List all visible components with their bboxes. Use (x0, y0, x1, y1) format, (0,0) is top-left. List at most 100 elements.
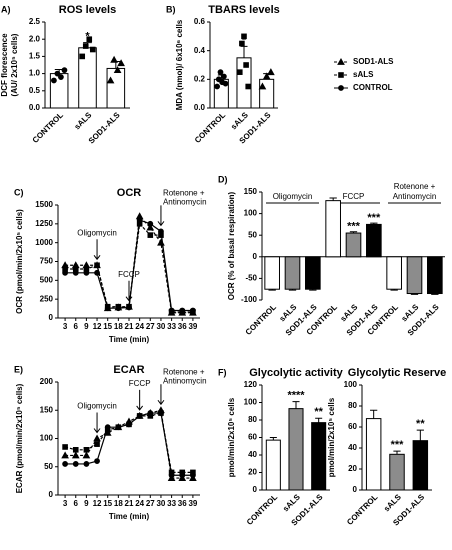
y-tick-label: 60 (348, 422, 357, 431)
significance: **** (287, 390, 305, 402)
data-point (236, 69, 243, 75)
point (126, 421, 132, 428)
error-bar (431, 293, 439, 295)
y-tick-label: 2.5 (29, 17, 41, 26)
point (94, 441, 100, 447)
y-tick-label: 40 (248, 450, 257, 459)
annotation: Antinomycin (163, 197, 207, 206)
point (61, 451, 69, 459)
error-bar (288, 289, 297, 291)
point (72, 269, 79, 276)
x-tick-label: CONTROL (193, 110, 227, 144)
arrow (157, 384, 165, 406)
point (115, 424, 122, 431)
y-tick-label: 1.0 (29, 69, 41, 78)
bar (365, 418, 382, 491)
point (158, 410, 164, 416)
arrow (93, 412, 101, 434)
y-axis-label: (AU/ 2x10⁵ cells) (10, 33, 19, 96)
y-tick-label: 0 (49, 490, 54, 499)
data-point (113, 66, 122, 74)
data-point (50, 77, 57, 84)
data-point (89, 46, 96, 53)
y-tick-label: 1.5 (29, 52, 41, 61)
x-tick-label: 39 (188, 499, 197, 508)
x-tick-label: CONTROL (345, 492, 379, 526)
y-axis-label: MDA (nmol)/ 6x10⁶ cells (175, 19, 184, 110)
x-tick-label: 30 (156, 322, 165, 331)
x-tick-label: 21 (125, 499, 134, 508)
bar (406, 256, 423, 295)
point (82, 451, 91, 459)
y-tick-label: 150 (244, 187, 258, 196)
x-tick-label: 12 (93, 499, 102, 508)
data-point (82, 43, 89, 49)
point (83, 461, 90, 467)
bar (366, 223, 382, 258)
point (190, 307, 196, 314)
x-tick-label: 18 (114, 322, 123, 331)
data-point (220, 73, 227, 80)
data-point (241, 33, 247, 40)
x-tick-label: 39 (188, 322, 197, 331)
error-bar (370, 409, 378, 419)
arrow (125, 280, 133, 302)
data-point (79, 53, 86, 60)
x-tick-label: sALS (73, 110, 94, 131)
significance: *** (391, 439, 405, 451)
x-axis-label: Time (min) (109, 512, 150, 521)
x-tick-label: 15 (103, 322, 112, 331)
y-tick-label: 100 (344, 380, 358, 389)
panel-label: B) (166, 4, 176, 14)
bar (284, 256, 301, 290)
y-tick-label: 50 (248, 230, 257, 239)
significance: ** (416, 418, 425, 430)
y-tick-label: 120 (244, 380, 258, 389)
y-tick-label: 60 (248, 433, 257, 442)
x-tick-label: 36 (178, 499, 187, 508)
point (168, 307, 175, 314)
x-axis-label: Time (min) (109, 335, 150, 344)
data-point (262, 72, 271, 80)
y-axis-label: DCF florescence (0, 33, 9, 97)
x-tick-label: 27 (146, 499, 155, 508)
error-bar (268, 289, 276, 291)
y-tick-label: 2.0 (29, 34, 41, 43)
y-tick-label: -100 (241, 295, 258, 304)
y-tick-label: 0.6 (194, 17, 206, 26)
x-tick-label: 33 (167, 322, 176, 331)
x-tick-label: 30 (156, 499, 165, 508)
x-tick-label: SOD1-ALS (87, 110, 122, 145)
y-axis-label: OCR (% of basal respiration) (227, 191, 236, 300)
point (190, 472, 196, 479)
legend-marker (337, 57, 345, 65)
y-tick-label: 250 (40, 294, 54, 303)
error-bar (390, 289, 398, 291)
legend-label: SOD1-ALS (353, 57, 394, 66)
group-label: Rotenone + (394, 182, 436, 191)
data-point (222, 80, 229, 87)
significance: * (85, 31, 90, 43)
error-bar (416, 429, 424, 441)
data-point (217, 69, 224, 76)
point (94, 458, 100, 465)
y-tick-label: 150 (40, 405, 54, 414)
bar (427, 256, 443, 295)
x-tick-label: 33 (167, 499, 176, 508)
x-tick-label: 15 (103, 499, 112, 508)
x-tick-label: 18 (114, 499, 123, 508)
point (83, 447, 90, 453)
point (146, 223, 155, 231)
x-tick-label: CONTROL (244, 302, 278, 336)
significance: * (242, 34, 247, 46)
x-tick-label: 24 (135, 322, 144, 331)
x-tick-label: sALS (281, 492, 302, 513)
legend-marker (338, 85, 344, 91)
x-tick-label: 6 (74, 499, 79, 508)
data-point (54, 70, 61, 77)
y-tick-label: 1250 (35, 219, 53, 228)
group-label: Antinomycin (393, 192, 437, 201)
point (179, 472, 186, 479)
point (136, 413, 143, 419)
point (62, 461, 68, 467)
